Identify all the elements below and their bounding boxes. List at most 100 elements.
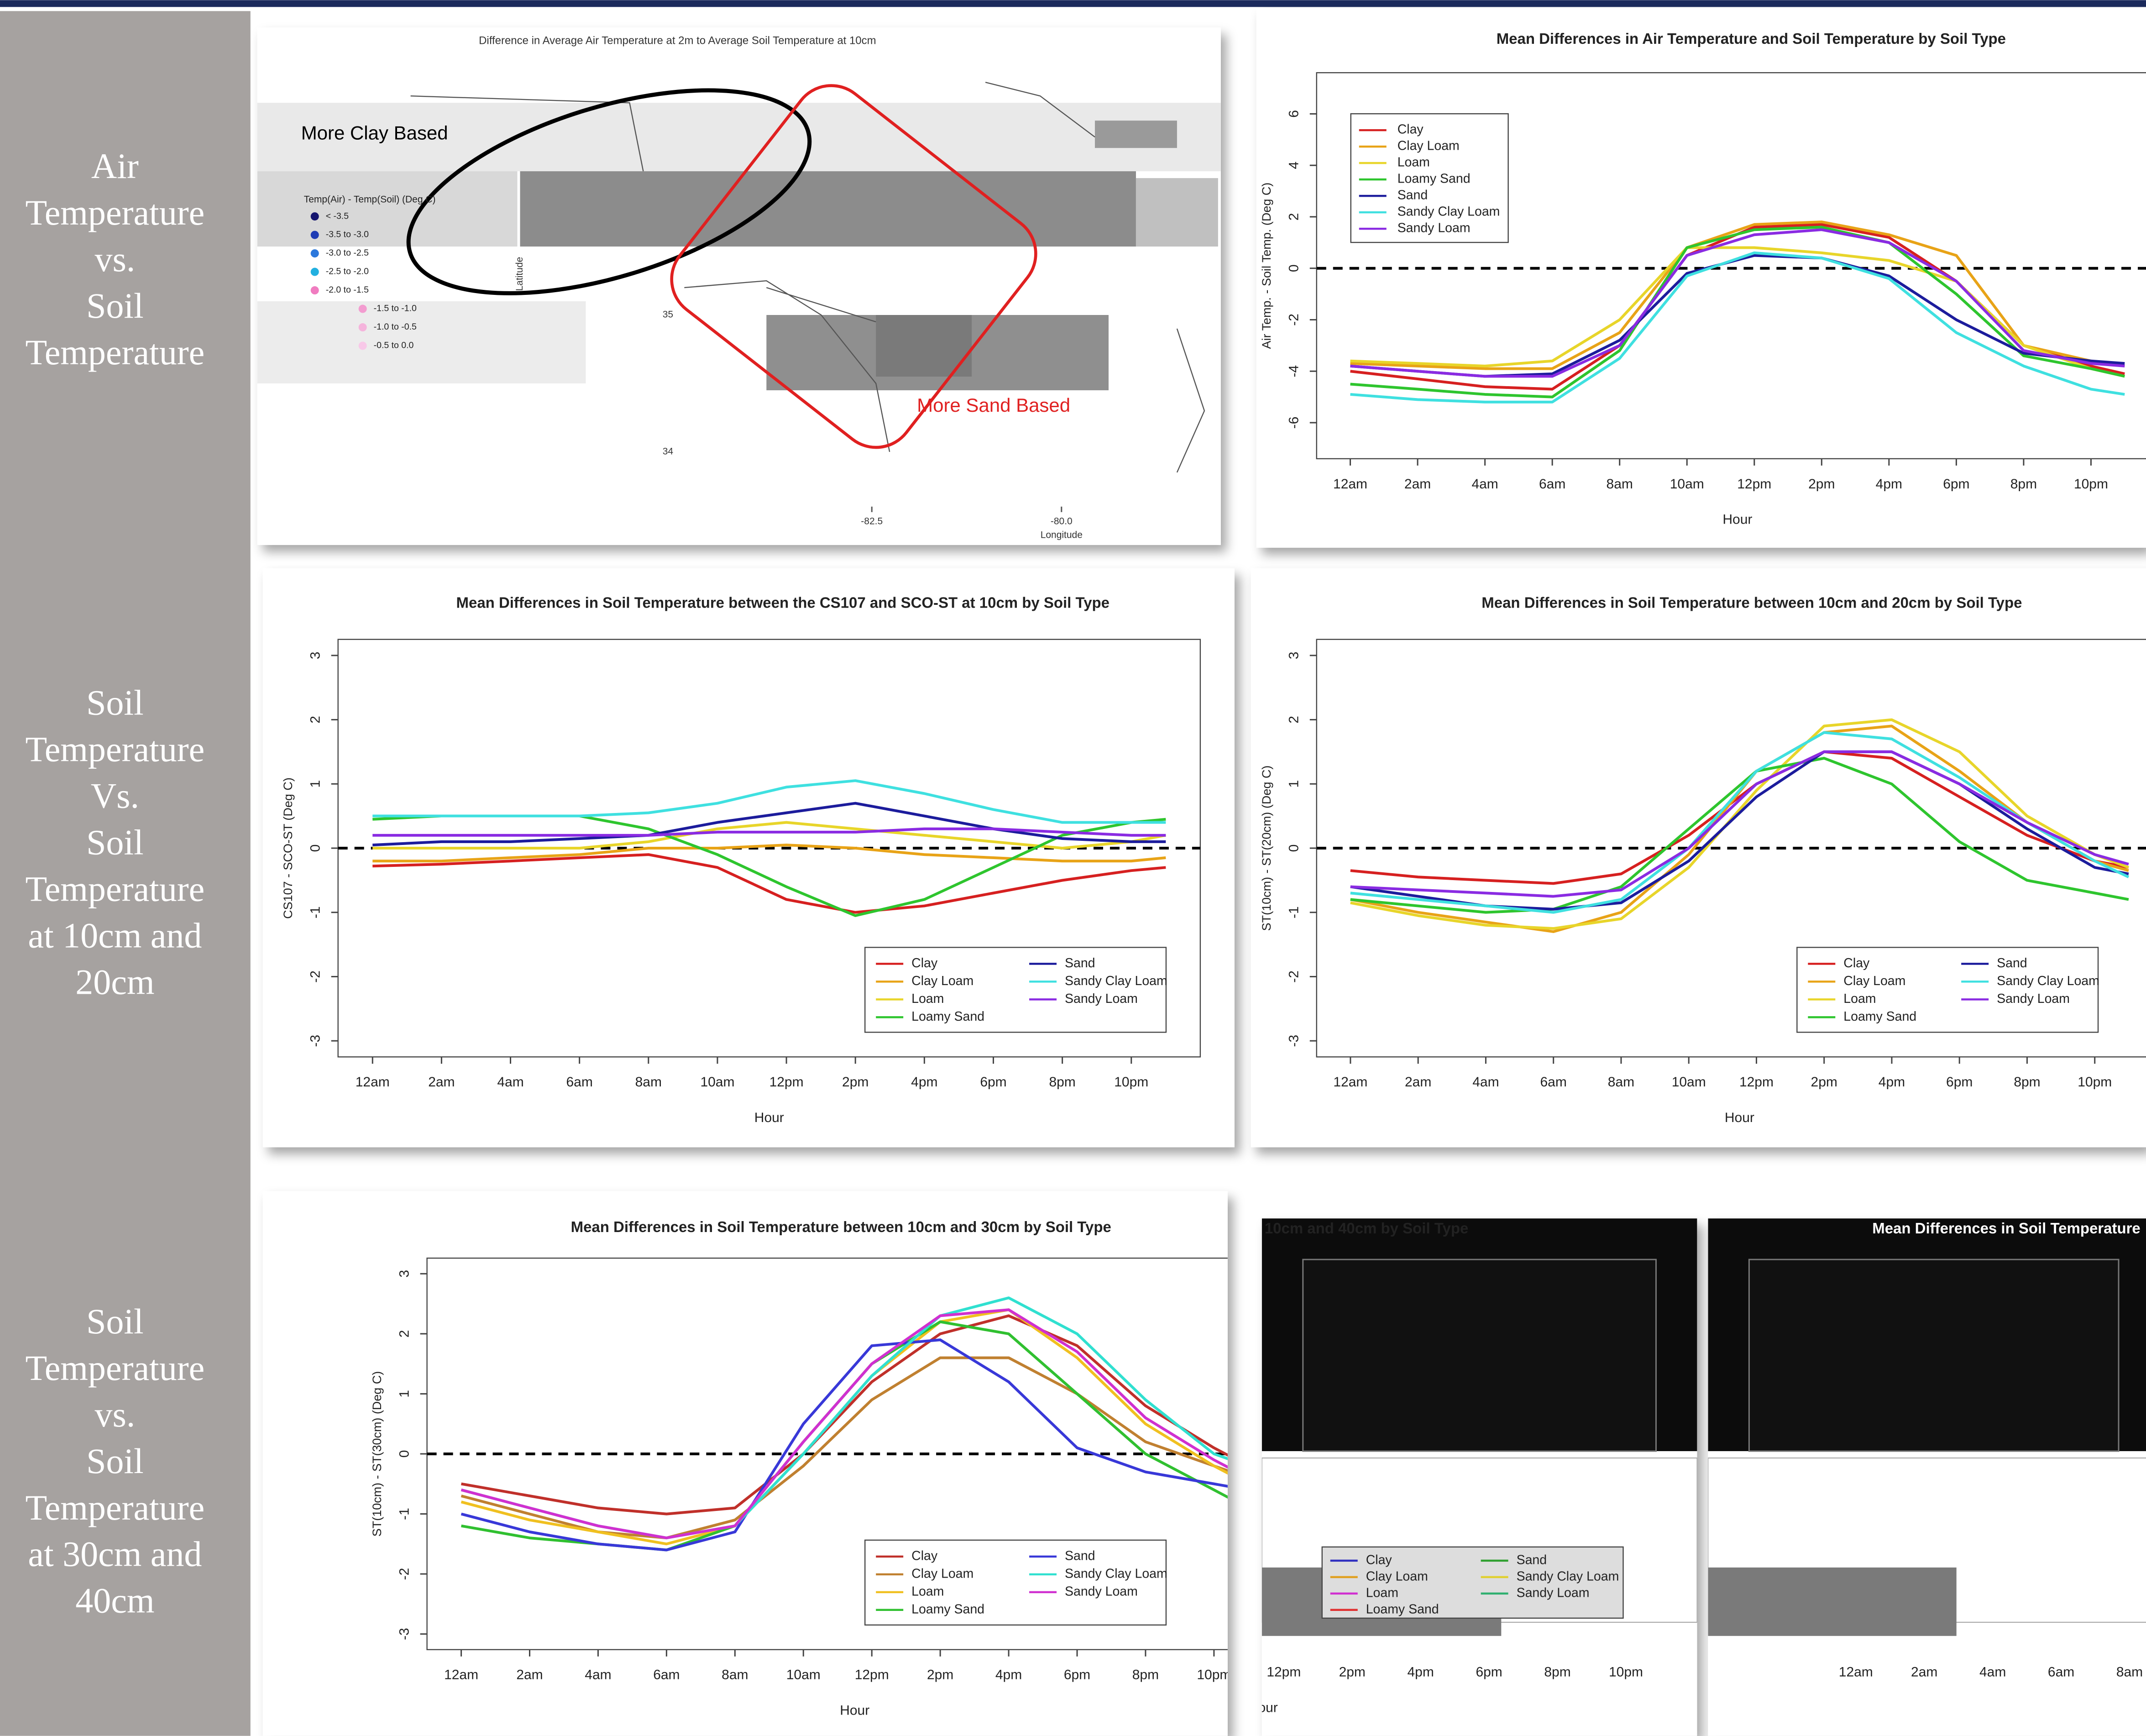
chart-title: Mean Differences in Soil Temperature bet…: [571, 1218, 1111, 1235]
legend-label: Loamy Sand: [1398, 172, 1471, 186]
x-tick-label: 8pm: [2014, 1075, 2040, 1090]
row-label-line: Soil: [86, 823, 144, 862]
legend-label: Sandy Loam: [1065, 1584, 1138, 1599]
x-tick-label: 2pm: [1339, 1665, 1366, 1680]
x-tick-label: 4am: [1979, 1665, 2006, 1680]
x-axis-label: Longitude: [1041, 530, 1083, 540]
x-axis-label: Hour: [1722, 512, 1752, 527]
y-tick-label: 3: [308, 652, 323, 660]
x-tick-label: 8am: [722, 1668, 748, 1683]
x-tick-label: 4pm: [1876, 477, 1902, 492]
x-tick-label: 12pm: [769, 1075, 804, 1090]
legend-label: Sand: [1517, 1552, 1547, 1567]
x-tick-label: 4pm: [995, 1668, 1022, 1683]
x-tick-label: 8am: [1607, 477, 1633, 492]
row-label-line: Temperature: [26, 869, 205, 908]
map-legend-marker: [311, 231, 319, 239]
map-region: [257, 171, 518, 247]
map-region: [520, 171, 1136, 247]
legend-label: Sandy Loam: [1517, 1585, 1590, 1600]
legend-label: Sandy Clay Loam: [1517, 1569, 1619, 1584]
panels: Difference in Average Air Temperature at…: [257, 8, 2146, 1736]
y-tick-label: 0: [1287, 844, 1302, 852]
row-label-line: vs.: [94, 1395, 135, 1434]
y-tick-label: -1: [308, 906, 323, 918]
row-label-line: Soil: [86, 286, 144, 325]
x-tick-label: 12pm: [1739, 1075, 1774, 1090]
legend-label: Sandy Clay Loam: [1398, 205, 1500, 219]
row-label-line: vs.: [94, 240, 135, 279]
x-tick-label: 6am: [1540, 1075, 1567, 1090]
y-tick-label: -3: [308, 1035, 323, 1047]
chart-title: Mean Differences in Soil Temperature bet…: [1481, 594, 2022, 611]
row-label-line: 20cm: [75, 962, 154, 1002]
y-tick-label: -2: [397, 1568, 412, 1580]
legend-label: Loamy Sand: [1843, 1009, 1916, 1024]
x-tick-label: 8am: [635, 1075, 662, 1090]
legend-label: Sandy Loam: [1065, 991, 1138, 1006]
x-axis-label: Hour: [840, 1703, 869, 1718]
map-annotation: More Clay Based: [301, 122, 448, 143]
x-tick-label: 4pm: [1408, 1665, 1434, 1680]
x-tick-label: 2am: [428, 1075, 455, 1090]
y-tick-label: 0: [397, 1450, 412, 1458]
map-legend-title: Temp(Air) - Temp(Soil) (Deg C): [304, 194, 436, 205]
map-legend-label: -3.5 to -3.0: [326, 230, 369, 240]
row-label-line: Soil: [86, 1442, 144, 1481]
legend-label: Loamy Sand: [911, 1009, 984, 1024]
legend-label: Sand: [1398, 188, 1428, 203]
row-label-line: 40cm: [75, 1581, 154, 1621]
x-tick-label: 4pm: [1879, 1075, 1905, 1090]
row-label-line: at 10cm and: [28, 916, 202, 955]
legend-label: Clay Loam: [1366, 1569, 1428, 1584]
legend-label: Loam: [1843, 991, 1876, 1006]
x-tick-label: 8am: [2116, 1665, 2143, 1680]
y-tick-label: 2: [1287, 213, 1302, 221]
x-tick-label: 8pm: [2010, 477, 2037, 492]
chart-panel: Mean Differences in Air Temperature and …: [1256, 8, 2146, 547]
x-tick-label: 10am: [700, 1075, 734, 1090]
x-tick-label: 6pm: [980, 1075, 1006, 1090]
row-label-line: Air: [91, 147, 139, 186]
row-label-line: at 30cm and: [28, 1535, 202, 1574]
x-tick-label: 6am: [653, 1668, 680, 1683]
x-tick-label: 4am: [497, 1075, 523, 1090]
legend-box: [865, 1540, 1166, 1625]
map-legend-label: -1.0 to -0.5: [374, 322, 417, 332]
y-tick-label: 0: [308, 844, 323, 852]
x-tick-label: 10am: [1672, 1075, 1706, 1090]
panel-background: [1256, 8, 2146, 547]
legend-label: Sand: [1997, 956, 2027, 970]
x-tick-label: 10pm: [1197, 1668, 1231, 1683]
y-tick-label: -1: [1287, 906, 1302, 918]
x-tick-label: 4pm: [911, 1075, 937, 1090]
x-tick-label: 12am: [1839, 1665, 1873, 1680]
y-axis-label: ST(10cm) - ST(20cm) (Deg C): [1260, 766, 1273, 931]
chart-title: Mean Differences in Soil Temperature bet…: [456, 594, 1110, 611]
legend-label: Sandy Loam: [1398, 221, 1471, 236]
x-tick-label: 6pm: [1946, 1075, 1973, 1090]
x-tick-label: 4am: [1471, 477, 1498, 492]
chart-panel: Mean Differences in Soil Temperature bet…: [263, 568, 1235, 1147]
x-tick-label: 2am: [1911, 1665, 1937, 1680]
x-tick-label: 8pm: [1049, 1075, 1075, 1090]
x-tick-label: 10am: [786, 1668, 821, 1683]
row-label-line: Temperature: [26, 193, 205, 232]
x-tick-label: 2am: [516, 1668, 543, 1683]
legend-label: Sand: [1065, 1548, 1095, 1563]
y-tick-label: 35: [663, 309, 673, 320]
row-label-line: Soil: [86, 1302, 144, 1341]
map-title: Difference in Average Air Temperature at…: [479, 35, 876, 47]
x-tick-label: 10pm: [1114, 1075, 1148, 1090]
y-tick-label: -6: [1287, 417, 1302, 429]
x-tick-label: 6pm: [1064, 1668, 1090, 1683]
legend-label: Sandy Clay Loam: [1997, 974, 2099, 988]
map-region: [1136, 178, 1218, 247]
x-tick-label: -80.0: [1051, 516, 1073, 526]
y-tick-label: 1: [308, 780, 323, 788]
legend-label: Loamy Sand: [1366, 1602, 1439, 1616]
map-region: [257, 301, 586, 383]
y-axis-label: CS107 - SCO-ST (Deg C): [281, 777, 295, 919]
x-tick-label: 8pm: [1132, 1668, 1159, 1683]
y-tick-label: -2: [308, 970, 323, 983]
